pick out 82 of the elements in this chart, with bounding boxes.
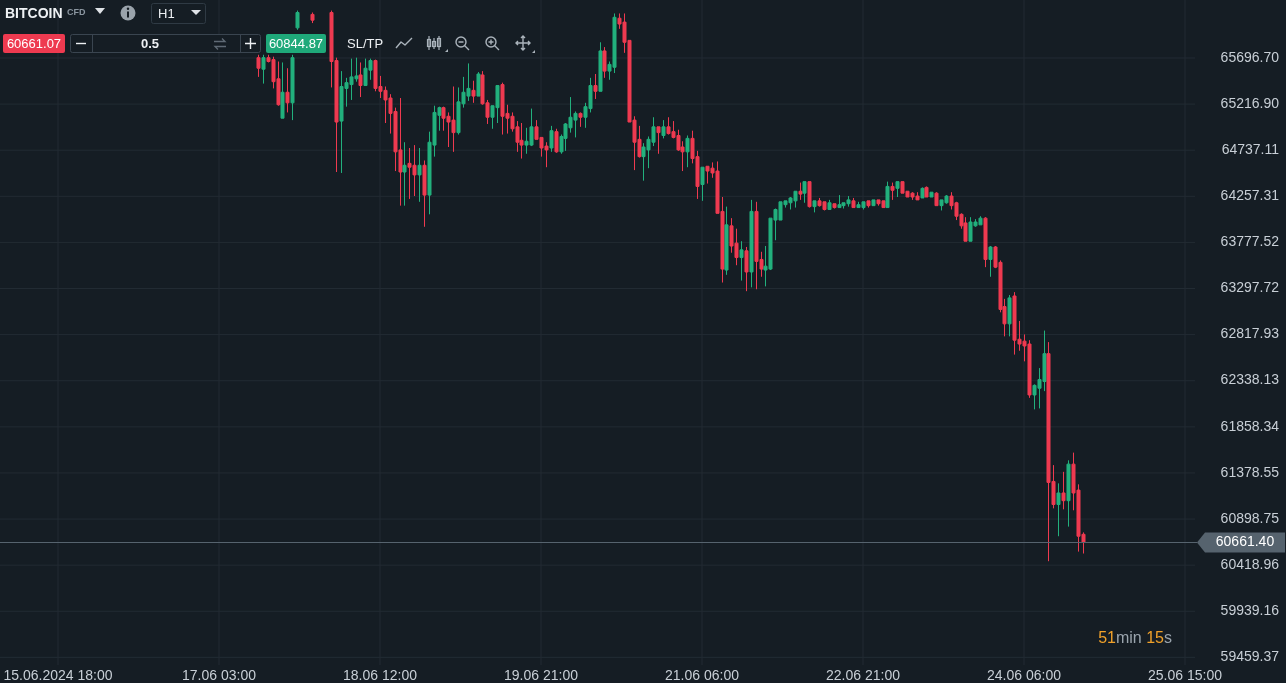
x-tick-label: 25.06 15:00: [1148, 667, 1223, 683]
x-tick-label: 17.06 03:00: [182, 667, 257, 683]
candlestick: [724, 206, 729, 276]
x-tick-label: 18.06 12:00: [343, 667, 418, 683]
candlestick: [812, 200, 817, 213]
candlestick: [295, 10, 300, 31]
candlestick: [700, 166, 705, 202]
candlestick: [1066, 459, 1071, 528]
candlestick: [280, 61, 285, 119]
y-tick-label: 60898.75: [1220, 509, 1280, 526]
y-tick-label: 63297.72: [1220, 279, 1280, 296]
candlestick: [807, 181, 812, 209]
y-tick-label: 65696.70: [1220, 48, 1280, 65]
candlestick: [739, 240, 744, 282]
chart-title: BITCOIN: [5, 5, 63, 21]
candlestick: [290, 54, 295, 121]
candlestick: [598, 41, 603, 92]
candlestick: [417, 147, 422, 203]
candlestick: [934, 191, 939, 207]
y-tick-label: 62338.13: [1220, 371, 1280, 388]
candlestick: [866, 200, 871, 209]
y-tick-label: 60418.96: [1220, 555, 1280, 572]
candlestick: [890, 182, 895, 201]
candlestick: [963, 216, 968, 242]
x-tick-label: 24.06 06:00: [987, 667, 1062, 683]
y-tick-label: 59939.16: [1220, 601, 1280, 618]
annotation: 51min 15s: [1098, 629, 1172, 646]
candlestick: [285, 67, 290, 113]
candlestick: [1056, 482, 1061, 537]
y-tick-label: 64257.31: [1220, 187, 1280, 203]
candlestick: [1061, 471, 1066, 510]
candlestick: [661, 119, 666, 139]
candlestick: [798, 182, 803, 201]
candlestick: [924, 185, 929, 198]
candlestick: [402, 141, 407, 207]
candlestick: [929, 191, 934, 198]
candlestick: [310, 11, 315, 24]
candlestick: [685, 135, 690, 168]
x-tick-label: 19.06 21:00: [504, 667, 579, 683]
candlestick: [358, 61, 363, 98]
annotation: H1: [158, 6, 175, 21]
candlestick: [802, 181, 807, 204]
candlestick: [549, 125, 554, 153]
candlestick: [851, 197, 856, 209]
candlestick: [471, 80, 476, 104]
y-tick-label: 63777.52: [1220, 233, 1280, 250]
candlestick: [422, 159, 427, 228]
y-tick-label: 61858.34: [1220, 417, 1280, 434]
candlestick: [895, 181, 900, 198]
candlestick: [871, 199, 876, 207]
x-tick-label: 15.06.2024 18:00: [3, 667, 113, 683]
text: CFD: [67, 7, 86, 17]
candlestick: [832, 203, 837, 210]
candlestick: [476, 71, 481, 97]
candlestick: [656, 126, 661, 155]
candlestick: [744, 246, 749, 292]
candlestick: [256, 54, 261, 78]
candlestick: [983, 216, 988, 268]
y-tick-label: 62817.93: [1220, 325, 1280, 342]
y-tick-label: 65216.90: [1220, 94, 1280, 111]
candlestick: [578, 111, 583, 128]
candlestick: [261, 54, 266, 85]
candlestick: [519, 122, 524, 160]
candlestick: [554, 128, 559, 154]
candlestick: [876, 199, 881, 207]
candlestick: [593, 73, 598, 100]
annotation: 0.5: [140, 36, 160, 51]
candlestick: [1007, 294, 1012, 337]
candlestick: [749, 199, 754, 288]
candlestick: [988, 245, 993, 278]
candlestick: [837, 194, 842, 209]
annotation: SL/TP: [347, 36, 384, 51]
y-tick-label: 59459.37: [1220, 648, 1280, 665]
y-tick-label: 64737.11: [1221, 140, 1280, 157]
candlestick: [602, 46, 607, 79]
candlestick: [920, 186, 925, 199]
x-tick-label: 22.06 21:00: [826, 667, 901, 683]
y-tick-label: 61378.55: [1220, 463, 1280, 480]
candlestick: [885, 181, 890, 209]
x-tick-label: 21.06 06:00: [665, 667, 740, 683]
candlestick: [827, 199, 832, 210]
ref-line-label: 60661.40: [1215, 533, 1275, 550]
